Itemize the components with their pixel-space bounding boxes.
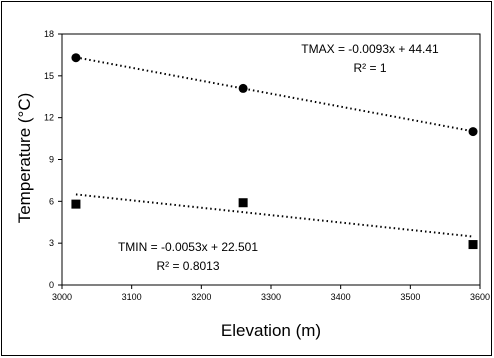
y-tick-label: 3: [49, 238, 54, 248]
y-tick-label: 0: [49, 280, 54, 290]
data-point-square: [238, 198, 248, 208]
tmin-r2-label: R² = 0.8013: [156, 259, 219, 273]
data-point-circle: [468, 127, 478, 137]
x-tick-label: 3600: [470, 292, 490, 302]
y-tick-label: 6: [49, 196, 54, 206]
trendlines: [75, 56, 474, 238]
data-point-circle: [71, 53, 81, 63]
trendline-series-0: [75, 56, 474, 133]
y-tick-label: 18: [44, 29, 54, 39]
x-axis-title: Elevation (m): [221, 321, 321, 340]
tmax-equation-label: TMAX = -0.0093x + 44.41: [301, 42, 439, 56]
tmax-r2-label: R² = 1: [353, 61, 386, 75]
y-tick-label: 15: [44, 71, 54, 81]
x-tick-label: 3500: [400, 292, 420, 302]
x-tick-label: 3100: [122, 292, 142, 302]
data-point-square: [71, 199, 81, 209]
x-axis-ticks: 3000 3100 3200 3300 3400 3500 3600: [52, 285, 490, 302]
y-axis-title: Temperature (°C): [15, 93, 34, 224]
data-point-circle: [238, 83, 248, 93]
y-tick-label: 12: [44, 113, 54, 123]
tmin-equation-label: TMIN = -0.0053x + 22.501: [118, 240, 258, 254]
x-tick-label: 3400: [331, 292, 351, 302]
y-axis-ticks: 0 3 6 9 12 15 18: [44, 29, 62, 290]
trendline-series-1: [75, 193, 474, 238]
x-tick-label: 3300: [261, 292, 281, 302]
x-tick-label: 3000: [52, 292, 72, 302]
x-tick-label: 3200: [191, 292, 211, 302]
data-point-square: [468, 240, 478, 250]
data-markers: [71, 53, 478, 250]
y-tick-label: 9: [49, 155, 54, 165]
